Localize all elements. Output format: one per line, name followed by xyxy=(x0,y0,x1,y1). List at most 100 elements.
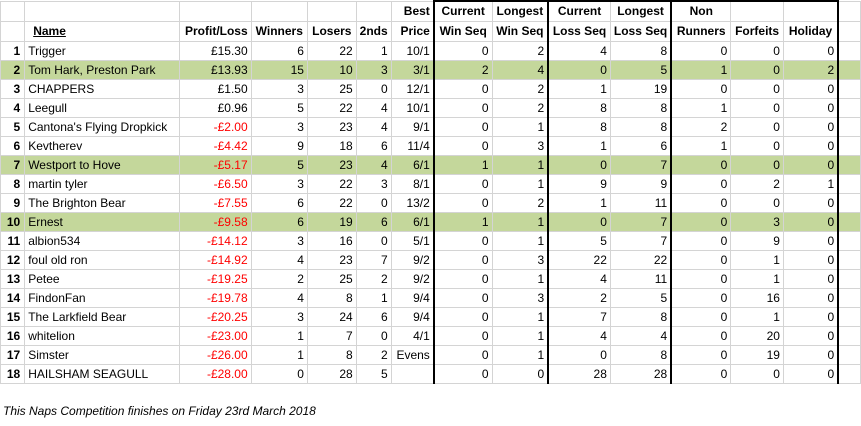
current-loss-seq-cell[interactable]: 1 xyxy=(547,78,611,99)
longest-loss-seq-cell[interactable]: 7 xyxy=(609,230,673,251)
current-win-seq-cell[interactable]: 0 xyxy=(432,306,493,327)
profit-loss-cell[interactable]: -£4.42 xyxy=(178,135,252,156)
longest-loss-seq-cell[interactable]: 8 xyxy=(609,306,673,327)
longest-loss-seq-cell[interactable]: 5 xyxy=(609,59,673,80)
losers-cell[interactable]: 25 xyxy=(306,78,357,99)
current-loss-seq-cell[interactable]: 9 xyxy=(547,173,611,194)
profit-loss-cell[interactable]: -£26.00 xyxy=(178,344,252,365)
seconds-cell[interactable]: 6 xyxy=(355,211,392,232)
winners-cell[interactable]: 3 xyxy=(250,306,308,327)
rank-cell[interactable]: 16 xyxy=(0,325,26,346)
forfeits-cell[interactable]: 0 xyxy=(730,135,784,156)
current-win-seq-cell[interactable]: 0 xyxy=(432,344,493,365)
header-non-runners-bottom[interactable]: Runners xyxy=(670,20,732,42)
forfeits-cell[interactable]: 0 xyxy=(730,192,784,213)
forfeits-cell[interactable]: 0 xyxy=(730,154,784,175)
profit-loss-cell[interactable]: -£2.00 xyxy=(178,116,252,137)
longest-loss-seq-cell[interactable]: 8 xyxy=(609,344,673,365)
rank-cell[interactable]: 4 xyxy=(0,97,26,118)
empty-cell[interactable] xyxy=(837,363,861,384)
winners-cell[interactable]: 15 xyxy=(250,59,308,80)
current-win-seq-cell[interactable]: 0 xyxy=(432,192,493,213)
longest-loss-seq-cell[interactable]: 7 xyxy=(609,211,673,232)
best-price-cell[interactable]: 9/2 xyxy=(390,268,435,289)
empty-cell[interactable] xyxy=(837,173,861,194)
non-runners-cell[interactable]: 0 xyxy=(670,363,732,384)
non-runners-cell[interactable]: 0 xyxy=(670,173,732,194)
profit-loss-cell[interactable]: -£14.12 xyxy=(178,230,252,251)
holiday-cell[interactable]: 0 xyxy=(782,154,840,175)
seconds-cell[interactable]: 0 xyxy=(355,78,392,99)
current-loss-seq-cell[interactable]: 5 xyxy=(547,230,611,251)
header-forfeits[interactable]: Forfeits xyxy=(730,20,784,42)
empty-cell[interactable] xyxy=(837,211,861,232)
empty-cell[interactable] xyxy=(837,287,861,308)
current-loss-seq-cell[interactable]: 4 xyxy=(547,40,611,61)
longest-win-seq-cell[interactable]: 3 xyxy=(491,135,550,156)
losers-cell[interactable]: 22 xyxy=(306,40,357,61)
longest-loss-seq-cell[interactable]: 4 xyxy=(609,325,673,346)
winners-cell[interactable]: 3 xyxy=(250,230,308,251)
non-runners-cell[interactable]: 2 xyxy=(670,116,732,137)
forfeits-cell[interactable]: 19 xyxy=(730,344,784,365)
losers-cell[interactable]: 22 xyxy=(306,192,357,213)
longest-win-seq-cell[interactable]: 1 xyxy=(491,325,550,346)
profit-loss-cell[interactable]: -£19.78 xyxy=(178,287,252,308)
profit-loss-cell[interactable]: -£6.50 xyxy=(178,173,252,194)
winners-cell[interactable]: 3 xyxy=(250,78,308,99)
winners-cell[interactable]: 4 xyxy=(250,249,308,270)
header-holiday[interactable]: Holiday xyxy=(782,20,840,42)
forfeits-cell[interactable]: 16 xyxy=(730,287,784,308)
header-cell-empty[interactable] xyxy=(178,0,252,22)
longest-loss-seq-cell[interactable]: 19 xyxy=(609,78,673,99)
header-cell-empty[interactable] xyxy=(24,0,180,22)
non-runners-cell[interactable]: 0 xyxy=(670,78,732,99)
header-cell-empty[interactable] xyxy=(306,0,357,22)
header-losers[interactable]: Losers xyxy=(306,20,357,42)
empty-cell[interactable] xyxy=(837,344,861,365)
holiday-cell[interactable]: 0 xyxy=(782,230,840,251)
losers-cell[interactable]: 8 xyxy=(306,344,357,365)
player-name-cell[interactable]: Trigger xyxy=(24,40,180,61)
holiday-cell[interactable]: 0 xyxy=(782,116,840,137)
profit-loss-cell[interactable]: -£20.25 xyxy=(178,306,252,327)
current-win-seq-cell[interactable]: 0 xyxy=(432,173,493,194)
profit-loss-cell[interactable]: -£23.00 xyxy=(178,325,252,346)
profit-loss-cell[interactable]: -£28.00 xyxy=(178,363,252,384)
losers-cell[interactable]: 18 xyxy=(306,135,357,156)
winners-cell[interactable]: 6 xyxy=(250,192,308,213)
holiday-cell[interactable]: 0 xyxy=(782,363,840,384)
winners-cell[interactable]: 2 xyxy=(250,268,308,289)
seconds-cell[interactable]: 5 xyxy=(355,363,392,384)
longest-loss-seq-cell[interactable]: 8 xyxy=(609,97,673,118)
rank-cell[interactable]: 12 xyxy=(0,249,26,270)
player-name-cell[interactable]: Simster xyxy=(24,344,180,365)
forfeits-cell[interactable]: 0 xyxy=(730,78,784,99)
seconds-cell[interactable]: 0 xyxy=(355,192,392,213)
current-win-seq-cell[interactable]: 0 xyxy=(432,268,493,289)
longest-loss-seq-cell[interactable]: 8 xyxy=(609,116,673,137)
header-longest-loss-seq-bottom[interactable]: Loss Seq xyxy=(609,20,673,42)
non-runners-cell[interactable]: 1 xyxy=(670,135,732,156)
winners-cell[interactable]: 5 xyxy=(250,154,308,175)
seconds-cell[interactable]: 7 xyxy=(355,249,392,270)
rank-cell[interactable]: 14 xyxy=(0,287,26,308)
best-price-cell[interactable]: 9/4 xyxy=(390,306,435,327)
player-name-cell[interactable]: HAILSHAM SEAGULL xyxy=(24,363,180,384)
current-loss-seq-cell[interactable]: 28 xyxy=(547,363,611,384)
winners-cell[interactable]: 6 xyxy=(250,40,308,61)
profit-loss-cell[interactable]: -£7.55 xyxy=(178,192,252,213)
winners-cell[interactable]: 5 xyxy=(250,97,308,118)
losers-cell[interactable]: 23 xyxy=(306,249,357,270)
player-name-cell[interactable]: Kevtherev xyxy=(24,135,180,156)
player-name-cell[interactable]: The Brighton Bear xyxy=(24,192,180,213)
holiday-cell[interactable]: 0 xyxy=(782,268,840,289)
best-price-cell[interactable]: 6/1 xyxy=(390,154,435,175)
current-win-seq-cell[interactable]: 0 xyxy=(432,249,493,270)
player-name-cell[interactable]: Westport to Hove xyxy=(24,154,180,175)
empty-cell[interactable] xyxy=(837,97,861,118)
losers-cell[interactable]: 10 xyxy=(306,59,357,80)
seconds-cell[interactable]: 2 xyxy=(355,344,392,365)
best-price-cell[interactable]: 6/1 xyxy=(390,211,435,232)
empty-cell[interactable] xyxy=(837,78,861,99)
